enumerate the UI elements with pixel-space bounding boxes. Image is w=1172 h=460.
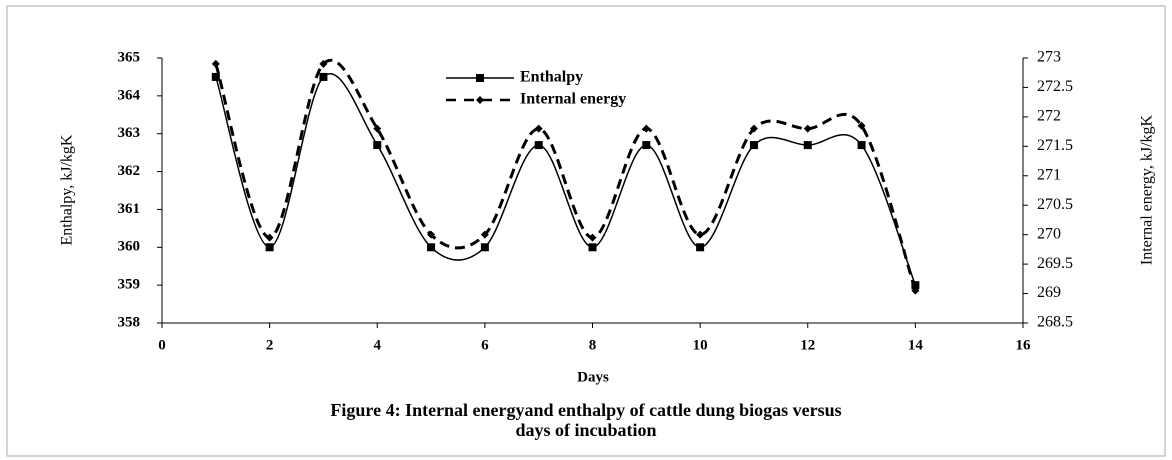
data-point — [211, 72, 220, 81]
y-axis-label: Enthalpy, kJ/kgK — [59, 134, 76, 245]
y2-tick-label: 271.5 — [1037, 137, 1073, 154]
data-point — [642, 124, 651, 133]
x-tick-label: 4 — [374, 337, 382, 353]
data-point — [319, 72, 328, 81]
chart-title: Figure 4: Internal energyand enthalpy of… — [330, 400, 841, 440]
data-point — [480, 230, 489, 239]
y-tick-label: 363 — [118, 125, 141, 141]
series-line — [214, 59, 917, 292]
series-line — [215, 73, 917, 286]
data-point — [534, 141, 543, 150]
data-point — [373, 141, 382, 150]
legend-marker — [476, 74, 484, 82]
x-tick-label: 6 — [481, 337, 489, 353]
data-point — [265, 233, 274, 242]
y2-tick-label: 269.5 — [1037, 255, 1073, 272]
data-point — [480, 243, 489, 252]
y-tick-label: 365 — [118, 49, 141, 65]
y2-tick-label: 270.5 — [1037, 196, 1073, 213]
legend-marker — [476, 96, 484, 104]
data-point — [373, 124, 382, 133]
x-tick-label: 16 — [1016, 337, 1032, 353]
data-point — [749, 124, 758, 133]
y-tick-label: 362 — [118, 163, 141, 179]
data-point — [803, 141, 812, 150]
x-tick-label: 12 — [800, 337, 815, 353]
data-point — [319, 59, 328, 68]
y-tick-label: 358 — [118, 314, 141, 330]
data-point — [696, 243, 705, 252]
y-tick-label: 364 — [118, 87, 141, 103]
data-point — [642, 141, 651, 150]
x-tick-label: 8 — [589, 337, 597, 353]
x-axis-label: Days — [577, 369, 609, 385]
data-point — [749, 141, 758, 150]
y2-tick-label: 269 — [1037, 284, 1061, 301]
y2-axis-label: Internal energy, kJ/kgK — [1139, 114, 1156, 265]
x-tick-label: 2 — [266, 337, 274, 353]
y2-tick-label: 270 — [1037, 225, 1061, 242]
y2-tick-label: 271 — [1037, 166, 1061, 183]
data-point — [427, 230, 436, 239]
x-tick-label: 14 — [908, 337, 924, 353]
data-point — [427, 243, 436, 252]
legend-label: Internal energy — [520, 91, 626, 108]
data-point — [857, 121, 866, 130]
data-point — [534, 124, 543, 133]
data-point — [857, 141, 866, 150]
y2-tick-label: 268.5 — [1037, 314, 1073, 331]
x-tick-label: 0 — [158, 337, 166, 353]
legend-label: Enthalpy — [520, 69, 583, 86]
y2-tick-label: 272 — [1037, 108, 1061, 125]
data-point — [696, 230, 705, 239]
data-point — [911, 286, 920, 295]
y2-tick-label: 273 — [1037, 49, 1061, 66]
y-tick-label: 361 — [118, 201, 141, 217]
y-tick-label: 360 — [118, 239, 141, 255]
data-point — [911, 281, 920, 290]
data-point — [803, 124, 812, 133]
data-point — [588, 233, 597, 242]
y-tick-label: 359 — [118, 277, 141, 293]
data-point — [211, 59, 220, 68]
data-point — [265, 243, 274, 252]
x-tick-label: 10 — [693, 337, 708, 353]
frame — [6, 5, 1166, 457]
y2-tick-label: 272.5 — [1037, 78, 1073, 95]
data-point — [588, 243, 597, 252]
